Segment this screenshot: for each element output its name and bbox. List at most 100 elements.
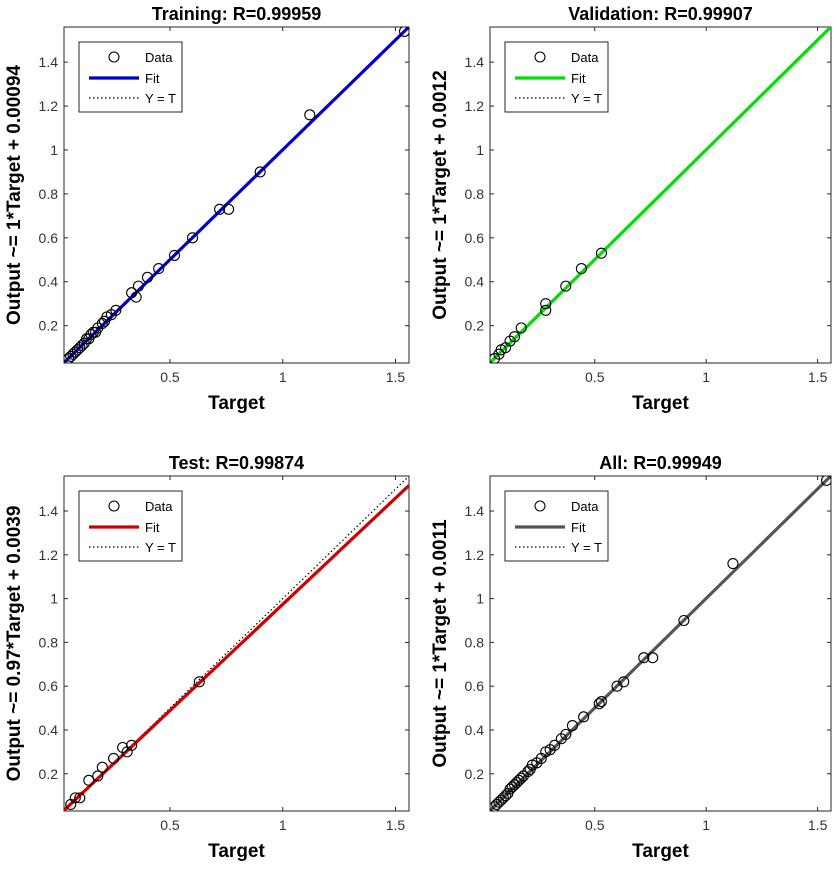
x-tick-label: 0.5: [160, 369, 180, 385]
chart-title: Training: R=0.99959: [152, 4, 322, 24]
data-point: [618, 676, 630, 688]
data-point: [820, 476, 831, 486]
data-point: [254, 166, 266, 178]
y-tick-label: 0.2: [465, 766, 485, 782]
x-tick-label: 1.5: [808, 369, 828, 385]
y-tick-label: 1: [476, 591, 484, 607]
data-point: [540, 304, 552, 316]
data-point: [398, 27, 409, 37]
data-point: [186, 232, 199, 244]
legend-label-data: Data: [145, 50, 173, 65]
legend-label-identity: Y = T: [145, 540, 176, 555]
data-point: [595, 247, 607, 259]
x-tick-label: 1: [702, 369, 710, 385]
data-point: [304, 109, 316, 121]
data-point: [193, 676, 205, 688]
y-tick-label: 0.4: [465, 274, 485, 290]
y-tick-label: 0.2: [39, 766, 59, 782]
chart-panel-4: 0.5 1 1.5 0.2 0.4 0.6 0.8 1 1.2 1.4 All: R=0.99949…: [430, 453, 832, 862]
data-point: [110, 304, 122, 316]
fit-line: [490, 27, 831, 363]
data-point: [153, 263, 165, 275]
y-tick-label: 1.2: [465, 98, 485, 114]
data-point: [595, 695, 607, 708]
data-point: [83, 774, 95, 786]
data-point: [126, 739, 138, 751]
data-point: [108, 752, 120, 765]
data-point: [540, 298, 552, 310]
data-point: [74, 792, 86, 804]
data-point: [638, 652, 650, 664]
data-point: [214, 203, 226, 215]
x-axis-label: Target: [632, 393, 689, 414]
legend-label-fit: Fit: [571, 71, 586, 86]
legend-label-identity: Y = T: [571, 91, 602, 106]
y-tick-label: 1.4: [39, 503, 59, 519]
plot-content: [490, 476, 831, 811]
chart-panel-3: 0.5 1 1.5 0.2 0.4 0.6 0.8 1 1.2 1.4 Test: R=0.9987…: [4, 453, 410, 862]
x-tick-label: 0.5: [585, 369, 605, 385]
x-axis-label: Target: [632, 841, 689, 862]
data-point: [549, 739, 561, 751]
legend-label-data: Data: [145, 499, 173, 514]
data-point: [678, 614, 690, 627]
y-tick-label: 1.4: [465, 54, 485, 70]
data-point: [508, 331, 521, 343]
y-tick-label: 0.6: [465, 230, 485, 246]
data-point: [168, 249, 181, 261]
y-tick-label: 1.2: [39, 547, 59, 563]
y-tick-label: 1.4: [465, 503, 485, 519]
x-tick-label: 1: [279, 369, 287, 385]
x-axis-label: Target: [208, 393, 265, 414]
y-tick-label: 1: [476, 142, 484, 158]
fit-line: [64, 484, 409, 811]
fit-line: [64, 27, 409, 363]
x-tick-label: 0.5: [585, 817, 605, 833]
data-point: [132, 280, 144, 292]
legend-label-identity: Y = T: [571, 540, 602, 555]
y-tick-label: 0.6: [39, 230, 59, 246]
legend: Data Fit Y = T: [504, 41, 609, 113]
legend-data-marker: [534, 500, 546, 512]
x-axis-label: Target: [208, 841, 265, 862]
x-tick-label: 1: [279, 817, 287, 833]
data-point: [593, 698, 605, 710]
data-point: [96, 761, 108, 773]
legend-label-identity: Y = T: [145, 91, 176, 106]
legend-label-fit: Fit: [145, 71, 160, 86]
y-tick-label: 0.4: [39, 274, 59, 290]
y-tick-label: 0.4: [39, 722, 59, 738]
y-axis-label: Output ~= 0.97*Target + 0.0039: [4, 506, 25, 782]
data-point: [130, 291, 142, 303]
legend-label-fit: Fit: [571, 520, 586, 535]
legend-label-data: Data: [571, 50, 599, 65]
data-point: [566, 720, 579, 732]
data-point: [92, 770, 104, 782]
data-point: [578, 711, 590, 723]
chart-title: Test: R=0.99874: [169, 453, 304, 473]
x-tick-label: 1.5: [386, 817, 406, 833]
legend: Data Fit Y = T: [504, 490, 609, 562]
y-tick-label: 0.8: [39, 634, 59, 650]
legend-label-fit: Fit: [145, 520, 160, 535]
legend-label-data: Data: [571, 499, 599, 514]
data-point: [69, 792, 81, 804]
chart-panel-1: 0.5 1 1.5 0.2 0.4 0.6 0.8 1 1.2 1.4 Training: R=0.…: [4, 4, 410, 414]
chart-title: Validation: R=0.99907: [568, 4, 753, 24]
data-point: [647, 652, 659, 664]
y-axis-label: Output ~= 1*Target + 0.0011: [430, 519, 451, 768]
legend: Data Fit Y = T: [78, 41, 183, 113]
chart-title: All: R=0.99949: [599, 453, 722, 473]
plot-content: [490, 27, 831, 363]
plot-content: [64, 27, 409, 363]
x-tick-label: 0.5: [160, 817, 180, 833]
data-point: [223, 203, 235, 215]
data-point: [575, 263, 587, 275]
y-tick-label: 0.8: [465, 186, 485, 202]
legend: Data Fit Y = T: [78, 490, 183, 562]
x-tick-label: 1.5: [808, 817, 828, 833]
y-tick-label: 1.2: [39, 98, 59, 114]
y-tick-label: 0.8: [465, 634, 485, 650]
fit-line: [490, 476, 831, 811]
y-tick-label: 0.2: [465, 318, 485, 334]
